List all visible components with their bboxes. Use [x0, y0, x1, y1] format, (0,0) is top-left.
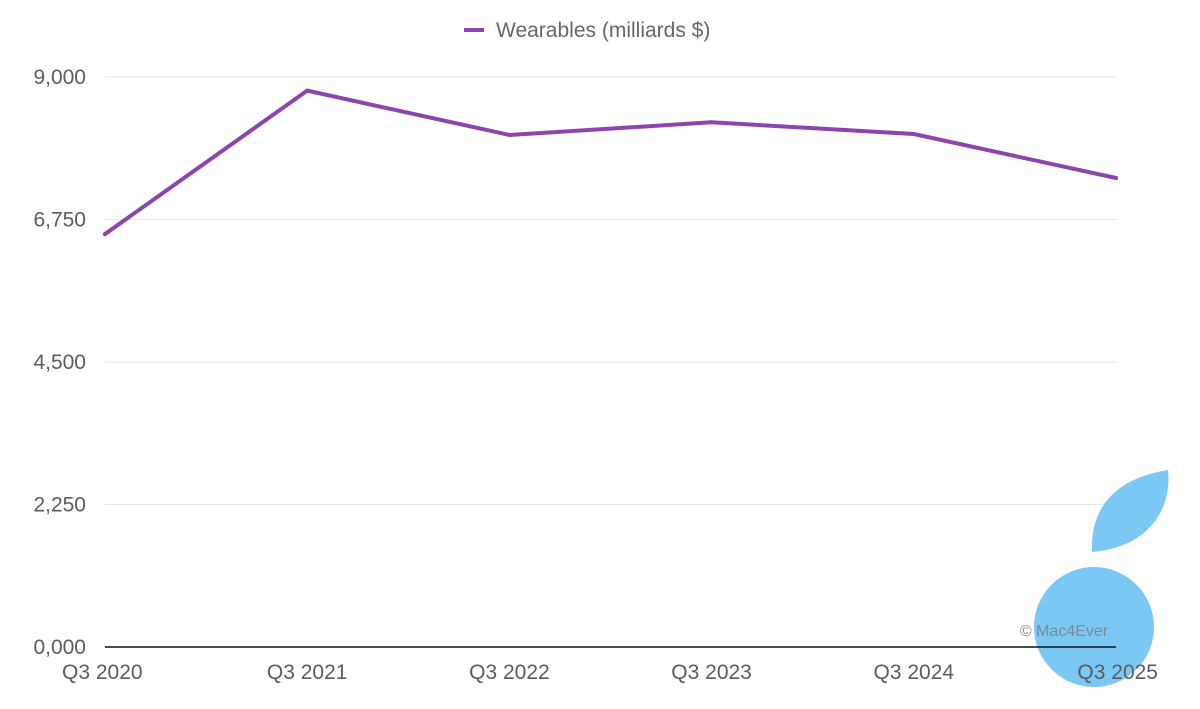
data-point: [103, 232, 107, 237]
y-tick-label: 6,750: [33, 209, 86, 232]
mac4ever-apple-logo-icon: [1034, 470, 1169, 687]
x-tick-label: Q3 2021: [267, 661, 348, 684]
x-axis-ticks: Q3 2020 Q3 2021 Q3 2022 Q3 2023 Q3 2024 Q3 20…: [62, 661, 1158, 684]
data-point: [709, 120, 714, 125]
legend-label: Wearables (milliards $): [496, 19, 710, 42]
x-tick-label: Q3 2022: [469, 661, 550, 684]
x-tick-label: Q3 2024: [874, 661, 955, 684]
series-lines: [103, 88, 1118, 237]
grid-lines: [105, 76, 1116, 505]
y-tick-label: 2,250: [33, 494, 86, 517]
data-point: [507, 132, 512, 137]
x-tick-label: Q3 2023: [671, 661, 752, 684]
y-tick-label: 4,500: [33, 351, 86, 374]
logo-apple-body-shape: [1034, 567, 1154, 687]
data-point: [1114, 176, 1118, 181]
x-tick-label: Q3 2020: [62, 661, 143, 684]
logo-leaf-shape: [1091, 470, 1169, 552]
series-line: [103, 88, 1118, 237]
data-point: [911, 132, 916, 136]
watermark-text: © Mac4Ever: [1020, 623, 1109, 640]
legend: Wearables (milliards $): [464, 19, 710, 42]
series-points: [103, 88, 1118, 237]
y-tick-label: 0,000: [33, 636, 86, 659]
x-tick-label: Q3 2025: [1077, 661, 1158, 684]
y-axis-ticks: 0,000 2,250 4,500 6,750 9,000: [33, 66, 86, 659]
data-point: [305, 88, 310, 93]
y-tick-label: 9,000: [33, 66, 86, 89]
